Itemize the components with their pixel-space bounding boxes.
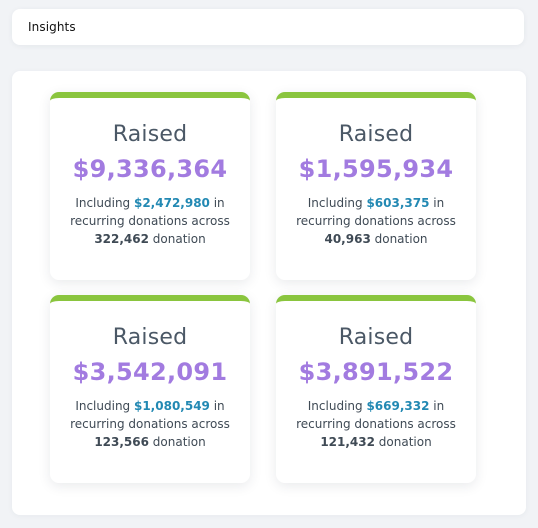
raised-amount: $1,595,934 — [298, 155, 454, 183]
description-middle: in recurring donations across — [296, 196, 456, 228]
description-prefix: Including — [307, 196, 367, 210]
recurring-amount: $669,332 — [366, 399, 430, 413]
card-description: Including $603,375 in recurring donation… — [284, 194, 468, 248]
card-label: Raised — [112, 122, 188, 147]
insights-panel: Raised $9,336,364 Including $2,472,980 i… — [12, 71, 526, 515]
card-description: Including $2,472,980 in recurring donati… — [58, 194, 242, 248]
description-suffix: donation — [374, 435, 432, 449]
description-prefix: Including — [75, 196, 134, 210]
card-description: Including $669,332 in recurring donation… — [284, 397, 468, 451]
description-suffix: donation — [370, 232, 428, 246]
card-label: Raised — [112, 325, 188, 350]
card-label: Raised — [338, 325, 414, 350]
card-label: Raised — [338, 122, 414, 147]
donation-count: 40,963 — [324, 232, 371, 246]
description-prefix: Including — [307, 399, 367, 413]
raised-card-4: Raised $3,891,522 Including $669,332 in … — [276, 295, 476, 483]
description-suffix: donation — [148, 232, 206, 246]
raised-amount: $3,891,522 — [298, 358, 454, 386]
description-prefix: Including — [75, 399, 134, 413]
description-middle: in recurring donations across — [296, 399, 456, 431]
raised-amount: $9,336,364 — [72, 155, 228, 183]
donation-count: 322,462 — [94, 232, 149, 246]
page-title: Insights — [28, 20, 76, 34]
donation-count: 121,432 — [320, 435, 375, 449]
raised-amount: $3,542,091 — [72, 358, 228, 386]
donation-count: 123,566 — [94, 435, 149, 449]
recurring-amount: $1,080,549 — [133, 399, 210, 413]
insights-header: Insights — [12, 9, 524, 45]
raised-card-1: Raised $9,336,364 Including $2,472,980 i… — [50, 92, 250, 280]
raised-card-2: Raised $1,595,934 Including $603,375 in … — [276, 92, 476, 280]
description-middle: in recurring donations across — [70, 196, 230, 228]
description-suffix: donation — [148, 435, 206, 449]
recurring-amount: $2,472,980 — [133, 196, 210, 210]
description-middle: in recurring donations across — [70, 399, 230, 431]
raised-card-3: Raised $3,542,091 Including $1,080,549 i… — [50, 295, 250, 483]
card-description: Including $1,080,549 in recurring donati… — [58, 397, 242, 451]
recurring-amount: $603,375 — [366, 196, 430, 210]
